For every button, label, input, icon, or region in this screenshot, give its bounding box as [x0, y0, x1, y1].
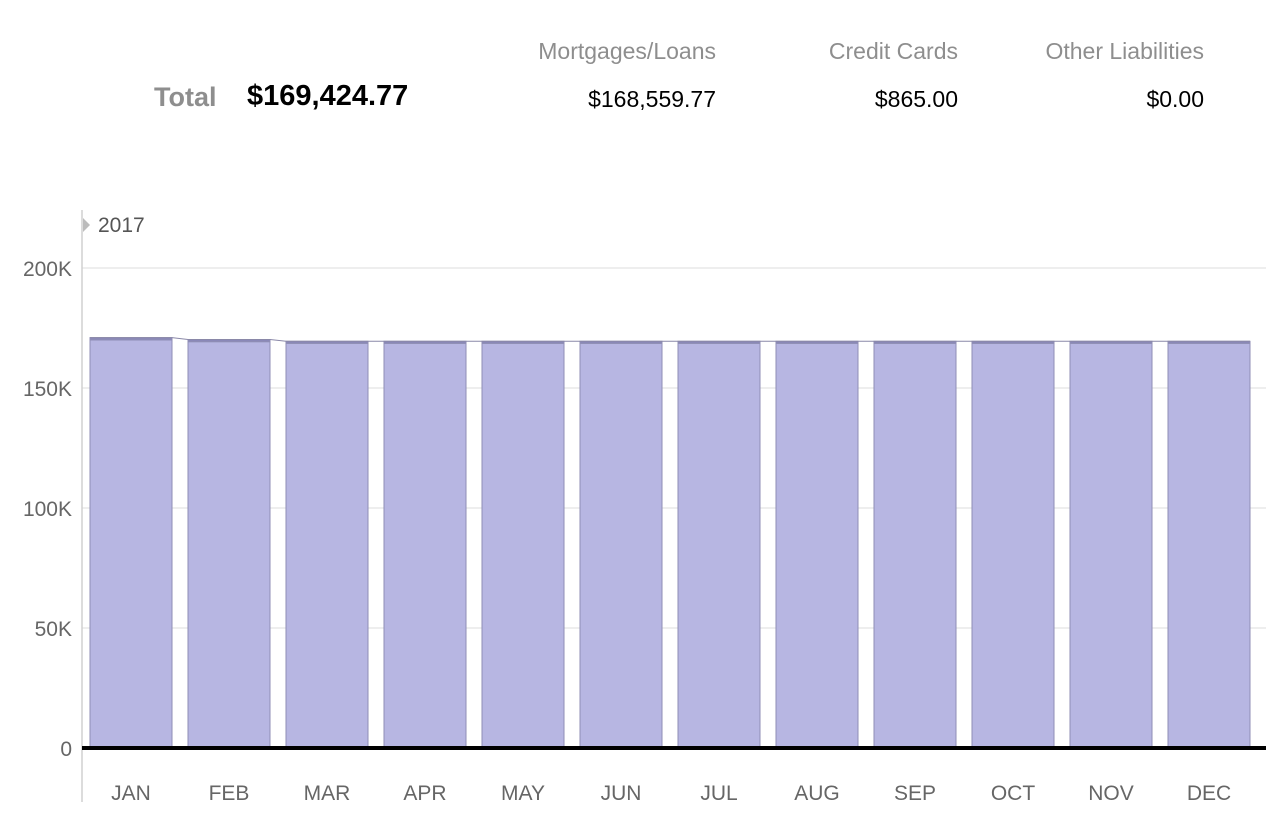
summary-column-other-liabilities: Other Liabilities $0.00 — [1045, 38, 1204, 113]
summary-column-credit-cards: Credit Cards $865.00 — [829, 38, 958, 113]
total-trend-line — [90, 337, 1250, 342]
column-value: $865.00 — [874, 86, 958, 112]
x-tick-label: NOV — [1088, 782, 1134, 805]
column-value: $168,559.77 — [588, 86, 716, 112]
bar-mortgages — [383, 342, 467, 749]
year-marker-icon — [83, 218, 90, 232]
x-tick-label: OCT — [991, 782, 1036, 805]
summary-column-mortgages: Mortgages/Loans $168,559.77 — [538, 38, 716, 113]
bar-mortgages — [873, 342, 957, 749]
x-tick-label: MAY — [501, 782, 545, 805]
x-tick-label: JAN — [111, 782, 151, 805]
bar-mortgages — [775, 342, 859, 749]
y-tick-label: 200K — [23, 258, 72, 281]
bar-mortgages — [1167, 342, 1251, 749]
column-value: $0.00 — [1146, 86, 1204, 112]
y-tick-label: 50K — [35, 618, 72, 641]
total-label: Total — [154, 82, 217, 112]
bar-mortgages — [187, 341, 271, 749]
bar-mortgages — [89, 339, 173, 749]
x-tick-label: MAR — [304, 782, 351, 805]
x-tick-label: JUL — [700, 782, 737, 805]
x-tick-label: DEC — [1187, 782, 1231, 805]
year-label: 2017 — [98, 214, 145, 237]
x-tick-label: SEP — [894, 782, 936, 805]
x-tick-label: FEB — [209, 782, 250, 805]
bar-mortgages — [481, 342, 565, 749]
y-tick-label: 150K — [23, 378, 72, 401]
bar-mortgages — [971, 342, 1055, 749]
y-tick-label: 100K — [23, 498, 72, 521]
liabilities-bar-chart: 0 50K 100K 150K 200K 2017 JAN FEB MAR APR MAY JUN JU… — [23, 210, 1266, 805]
column-header: Other Liabilities — [1045, 38, 1204, 64]
total-value: $169,424.77 — [247, 80, 409, 112]
liabilities-summary: Total $169,424.77 Mortgages/Loans $168,5… — [0, 0, 1286, 140]
bar-mortgages — [285, 342, 369, 749]
bar-mortgages — [1069, 342, 1153, 749]
column-header: Mortgages/Loans — [538, 38, 716, 64]
bar-mortgages — [579, 342, 663, 749]
column-header: Credit Cards — [828, 38, 958, 64]
y-tick-label: 0 — [60, 738, 72, 761]
x-tick-label: JUN — [601, 782, 642, 805]
bar-mortgages — [677, 342, 761, 749]
x-tick-label: AUG — [794, 782, 840, 805]
x-tick-label: APR — [403, 782, 446, 805]
